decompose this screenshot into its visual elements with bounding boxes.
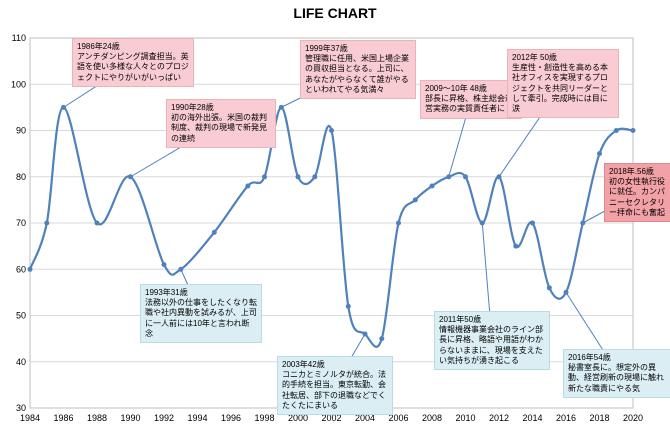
x-tick-label: 2018 [589,413,609,423]
data-point-marker [479,220,485,226]
x-tick-label: 1994 [187,413,207,423]
life-line [28,106,635,348]
x-tick-label: 2004 [355,413,375,423]
y-tick-label: 100 [11,79,26,89]
annotation-1999: 1999年37歳 管理職に任用、米国上場企業の買収担当となる。上司に、あなたがや… [300,40,416,100]
data-point-marker [278,104,284,110]
data-point-marker [513,243,519,249]
annotation-2016: 2016年54歳 秘書室長に。想定外の異動、経営刷新の現場に触れ新たな職責にやる… [563,349,670,398]
x-tick-label: 1992 [154,413,174,423]
data-point-marker [613,128,619,133]
annotation-1986: 1986年24歳 アンチダンピング調査担当。英語を使い多様な人々とのプロジェクト… [72,38,194,87]
data-point-marker [295,174,301,180]
data-point-marker [128,174,133,180]
y-tick-label: 70 [16,218,26,228]
data-point-marker [412,197,418,203]
x-tick-label: 2010 [455,413,475,423]
x-tick-label: 2012 [489,413,509,423]
annotation-1993: 1993年31歳 法務以外の仕事をしたくなり転職や社内異動を試みるが、上司に一人… [140,284,262,344]
x-tick-label: 2008 [422,413,442,423]
x-tick-label: 1990 [120,413,140,423]
data-point-marker [61,104,66,110]
x-tick-label: 1984 [20,413,40,423]
data-point-marker [379,336,385,342]
data-point-marker [630,128,636,133]
annotation-2018: 2018年.56歳 初の女性執行役に就任。カンパニーセクレタリー拝命にも奮起 [604,163,670,223]
data-point-marker [312,174,318,180]
data-point-marker [94,220,100,226]
data-point-marker [44,220,50,226]
y-tick-label: 40 [16,357,26,367]
data-point-marker [211,229,217,235]
x-tick-label: 1986 [53,413,73,423]
data-point-marker [329,128,334,133]
x-tick-label: 2016 [556,413,576,423]
y-tick-label: 90 [16,126,26,136]
x-tick-label: 1996 [221,413,241,423]
data-point-marker [429,183,435,189]
annotation-1990: 1990年28歳 初の海外出張。米国の裁判制度、裁判の現場で新発見の連続 [166,99,276,148]
data-point-marker [463,174,468,180]
data-point-marker [178,266,184,272]
data-point-marker [345,303,351,309]
x-tick-label: 2006 [388,413,408,423]
annotation-2012: 2012年 50歳 生産性・創造性を高める本社オフィスを実現するプロジェクトを共… [507,49,619,119]
data-point-marker [546,285,552,291]
y-tick-label: 50 [16,311,26,321]
y-tick-label: 110 [12,33,26,43]
data-point-marker [262,174,267,180]
x-tick-label: 1998 [254,413,274,423]
data-point-marker [446,174,452,180]
x-tick-label: 2000 [288,413,308,423]
data-point-marker [161,262,167,268]
data-point-marker [496,174,502,180]
data-point-marker [597,151,602,157]
data-point-marker [362,331,368,337]
data-point-marker [245,183,251,189]
data-point-marker [563,289,569,295]
chart-title: LIFE CHART [293,5,377,21]
data-point-marker [580,220,586,226]
data-point-marker [396,220,401,226]
y-tick-label: 30 [16,403,26,413]
x-tick-label: 2002 [321,413,341,423]
x-tick-label: 2020 [623,413,643,423]
data-point-marker [530,220,535,226]
annotation-2003: 2003年42歳 コニカとミノルタが統合。法的手続を担当。東京転勤、会社転居、部… [277,356,393,416]
data-point-marker [27,266,33,272]
y-tick-label: 60 [16,264,26,274]
annotation-2011: 2011年50歳 情報機器事業会社のライン部長に昇格、略語や用語がわからないまま… [434,311,550,371]
y-tick-label: 80 [16,172,26,182]
x-tick-label: 1988 [87,413,107,423]
x-tick-label: 2014 [522,413,542,423]
